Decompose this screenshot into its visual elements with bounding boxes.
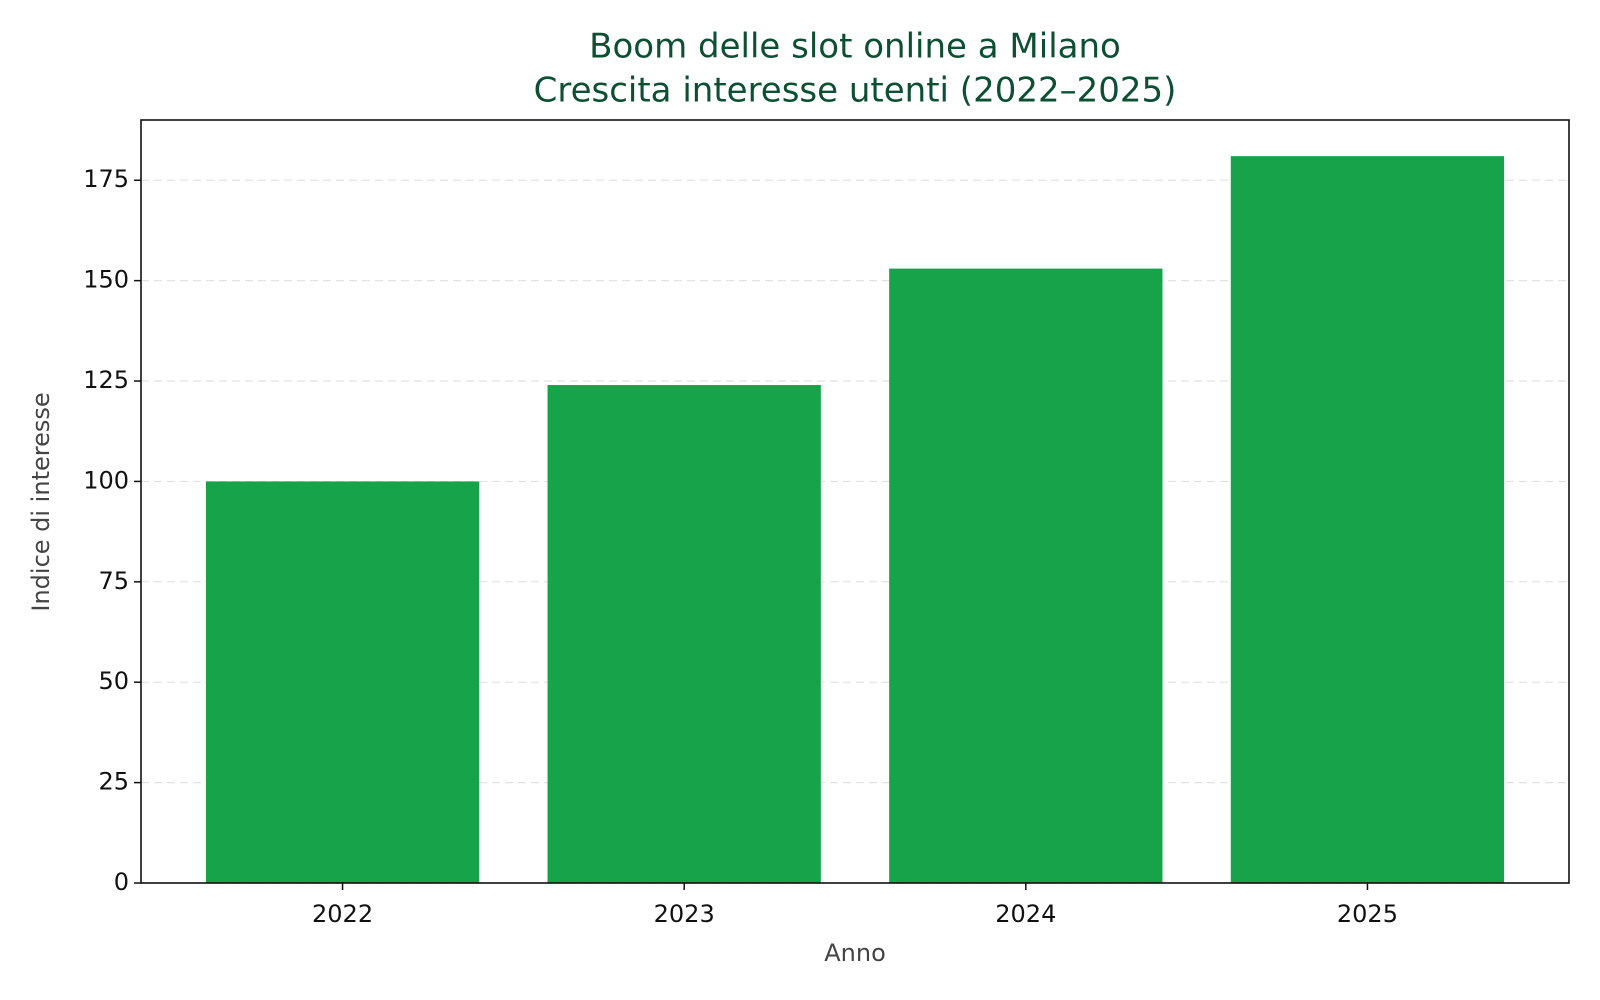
x-tick-label: 2022 [312,900,373,928]
bar [889,268,1163,883]
bar [205,481,480,883]
y-tick-label: 50 [98,667,129,695]
y-tick-label: 175 [83,165,129,193]
y-tick-label: 75 [98,567,129,595]
y-tick-label: 0 [114,868,129,896]
bar [547,385,821,883]
x-tick-label: 2024 [995,900,1056,928]
y-axis-label: Indice di interesse [27,392,55,611]
x-axis-label: Anno [824,939,886,967]
y-tick-label: 25 [98,768,129,796]
x-tick-label: 2023 [654,900,715,928]
chart-subtitle: Crescita interesse utenti (2022–2025) [534,71,1177,111]
y-tick-label: 100 [83,466,129,494]
chart-title: Boom delle slot online a Milano [589,27,1121,67]
plot-frame [140,119,1570,884]
bar [1230,156,1505,884]
x-tick-label: 2025 [1337,900,1398,928]
y-tick-label: 150 [83,266,129,294]
y-tick-label: 125 [83,366,129,394]
